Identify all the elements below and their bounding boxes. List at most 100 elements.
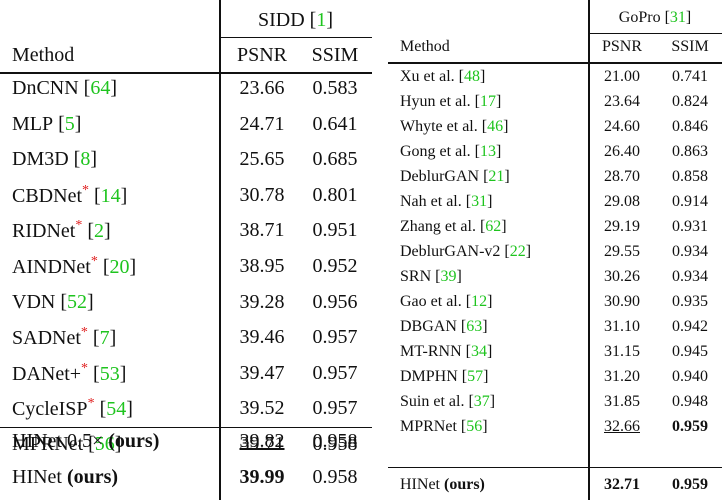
bracket: [	[465, 293, 472, 310]
bracket: ]	[525, 243, 532, 260]
psnr: 39.47	[239, 361, 285, 384]
citation: 56	[466, 418, 483, 435]
ssim: 0.934	[672, 268, 708, 285]
bracket: ]	[110, 77, 118, 99]
method-name: DMPHN	[400, 368, 458, 385]
ssim: 0.959	[672, 476, 708, 493]
rule	[219, 37, 372, 38]
asterisk: *	[81, 360, 89, 376]
bracket: ]	[504, 168, 510, 185]
psnr: 39.99	[239, 465, 285, 488]
bracket: [	[88, 433, 95, 455]
bracket: [	[504, 243, 510, 260]
psnr: 30.78	[239, 183, 285, 206]
bracket: [	[460, 418, 467, 435]
psnr: 23.64	[604, 93, 640, 110]
ssim: 0.958	[312, 430, 358, 452]
psnr: 38.71	[239, 219, 285, 242]
psnr: 32.66	[604, 418, 640, 435]
citation: 48	[463, 68, 480, 85]
citation: 63	[466, 318, 483, 335]
bracket: ]	[87, 290, 94, 313]
ssim: 0.958	[312, 433, 358, 455]
asterisk: *	[75, 218, 83, 234]
method: RIDNet* [2]	[12, 218, 111, 243]
citation: 57	[467, 368, 484, 385]
bracket: [	[83, 77, 91, 99]
psnr: 28.70	[604, 168, 640, 185]
psnr: 31.85	[604, 393, 640, 410]
ssim: 0.942	[672, 318, 708, 335]
column-header: Method	[400, 38, 450, 55]
method-name: AINDNet	[12, 255, 91, 278]
method: Suin et al. [37]	[400, 394, 495, 410]
bracket: ]	[489, 393, 496, 410]
psnr: 29.55	[604, 243, 640, 260]
method-name: DM3D	[12, 148, 69, 171]
ours-tag: (ours)	[108, 430, 160, 452]
method-name: MT-RNN	[400, 343, 462, 360]
method-name: MPRNet	[12, 433, 84, 455]
psnr: 21.00	[604, 68, 640, 85]
citation: 54	[106, 398, 127, 421]
method: Hyun et al. [17]	[400, 94, 501, 110]
citation: 17	[479, 93, 496, 110]
bracket: [	[664, 9, 670, 26]
bracket: ]	[501, 218, 507, 235]
psnr: 32.71	[604, 476, 640, 493]
bracket: ]	[129, 255, 137, 278]
rule	[588, 0, 590, 500]
psnr: 39.46	[239, 326, 285, 349]
method-name: DeblurGAN	[400, 168, 480, 185]
bracket: [	[461, 368, 468, 385]
bracket: ]	[114, 433, 122, 455]
method: HINet (ours)	[400, 477, 485, 493]
bracket: [	[60, 290, 68, 313]
method-name: Hyun et al.	[400, 93, 471, 110]
bracket: ]	[104, 220, 111, 243]
ssim: 0.641	[312, 112, 358, 135]
ssim: 0.934	[672, 243, 708, 260]
ssim: 0.951	[312, 219, 358, 242]
psnr: 39.52	[239, 397, 285, 420]
ssim: 0.801	[312, 183, 358, 206]
method-name: HINet	[12, 465, 62, 488]
bracket: ]	[685, 9, 692, 26]
method: DeblurGAN-v2 [22]	[400, 244, 531, 260]
psnr: 23.66	[239, 77, 285, 99]
citation: 22	[509, 243, 526, 260]
bracket: ]	[326, 9, 334, 31]
method-name: Gao et al.	[400, 293, 462, 310]
method: Xu et al. [48]	[400, 69, 485, 85]
method-name: Gong et al.	[400, 143, 471, 160]
psnr: 26.40	[604, 143, 640, 160]
bracket: [	[92, 327, 100, 350]
bracket: ]	[119, 362, 127, 385]
method: HINet (ours)	[12, 467, 118, 487]
bracket: [	[460, 318, 467, 335]
citation: 31	[669, 9, 686, 26]
bracket: ]	[483, 368, 489, 385]
citation: 7	[99, 327, 110, 350]
rule	[388, 62, 722, 64]
method: DANet+* [53]	[12, 360, 127, 385]
dataset-name: SIDD	[257, 9, 305, 31]
ssim: 0.935	[672, 293, 708, 310]
rule	[219, 0, 221, 500]
psnr: 29.08	[604, 193, 640, 210]
method-name: Zhang et al.	[400, 218, 476, 235]
method: SADNet* [7]	[12, 326, 116, 348]
rule	[388, 467, 722, 468]
bracket: [	[87, 220, 94, 243]
psnr: 29.19	[604, 218, 640, 235]
ssim: 0.685	[312, 148, 358, 171]
citation: 20	[109, 255, 130, 278]
method: MLP [5]	[12, 114, 81, 134]
column-header: Method	[12, 44, 75, 66]
bracket: [	[465, 193, 472, 210]
ssim: 0.914	[672, 193, 708, 210]
citation: 34	[470, 343, 487, 360]
ssim: 0.858	[672, 168, 708, 185]
bracket: [	[73, 148, 81, 171]
bracket: [	[458, 68, 464, 85]
